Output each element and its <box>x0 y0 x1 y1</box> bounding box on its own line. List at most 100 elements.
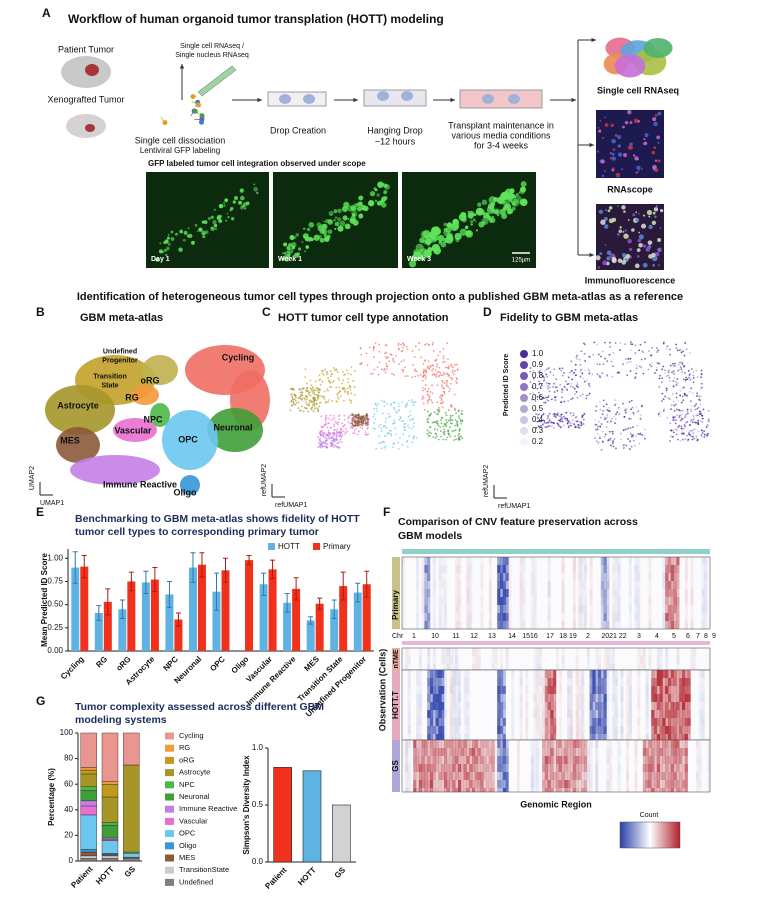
umap-point <box>601 440 604 443</box>
rnascope-signal <box>633 118 639 124</box>
gfp-cell <box>179 229 184 234</box>
umap-point <box>553 426 555 429</box>
umap-point <box>411 401 413 404</box>
heatmap-cell <box>446 664 450 670</box>
y-tick-label: 40 <box>64 805 73 814</box>
umap-point <box>393 373 395 376</box>
umap-point <box>335 436 338 439</box>
umap-point <box>693 428 696 431</box>
heatmap-cell <box>404 788 408 792</box>
heatmap-cell <box>466 726 470 734</box>
heatmap-cell <box>502 613 506 621</box>
heatmap-cell <box>659 788 663 792</box>
umap-point <box>548 385 551 388</box>
heatmap-cell <box>416 756 420 764</box>
gfp-cell <box>422 239 427 244</box>
umap-point <box>664 396 667 398</box>
heatmap-cell <box>480 621 484 629</box>
heatmap-cell <box>589 780 593 788</box>
heatmap-cell <box>620 694 624 702</box>
heatmap-cell <box>438 740 442 748</box>
umap-point <box>292 398 294 401</box>
heatmap-cell <box>682 694 686 702</box>
umap-point <box>536 387 539 390</box>
heatmap-cell <box>500 710 504 718</box>
heatmap-cell <box>648 740 652 748</box>
umap-point <box>678 368 681 371</box>
umap-point <box>689 434 692 437</box>
heatmap-cell <box>533 605 537 613</box>
umap-point <box>437 406 440 409</box>
heatmap-cell <box>477 656 481 664</box>
heatmap-cell <box>452 772 456 780</box>
heatmap-cell <box>497 670 501 678</box>
heatmap-cell <box>665 670 669 678</box>
heatmap-cell <box>598 678 602 686</box>
umap-point <box>596 425 599 428</box>
heatmap-cell <box>480 613 484 621</box>
heatmap-cell <box>497 780 501 788</box>
heatmap-cell <box>472 764 476 772</box>
heatmap-cell <box>444 664 448 670</box>
gfp-cell <box>166 237 170 240</box>
umap-point <box>382 440 385 443</box>
heatmap-cell <box>472 656 476 664</box>
umap-point <box>372 345 375 348</box>
bar <box>283 602 292 651</box>
heatmap-cell <box>474 788 478 792</box>
umap-point <box>606 420 609 423</box>
umap-point <box>688 376 690 379</box>
umap-point <box>438 409 441 412</box>
heatmap-cell <box>539 678 543 686</box>
umap-point <box>440 384 443 387</box>
umap-point <box>667 371 670 374</box>
heatmap-cell <box>494 748 498 756</box>
umap-point <box>333 369 336 372</box>
heatmap-cell <box>567 740 571 748</box>
heatmap-cell <box>575 780 579 788</box>
umap-point <box>323 398 326 401</box>
heatmap-cell <box>432 557 436 565</box>
heatmap-cell <box>690 589 694 597</box>
panel-title: Tumor complexity assessed across differe… <box>75 701 324 713</box>
heatmap-cell <box>533 648 537 656</box>
gfp-cell <box>469 219 474 224</box>
heatmap-cell <box>567 780 571 788</box>
umap-point <box>696 392 699 395</box>
heatmap-cell <box>463 718 467 726</box>
heatmap-cell <box>466 589 470 597</box>
heatmap-cell <box>421 780 425 788</box>
umap-point <box>385 402 388 405</box>
umap-point <box>682 399 685 402</box>
heatmap-cell <box>416 597 420 605</box>
gfp-cell <box>374 188 378 192</box>
umap-point <box>588 356 591 358</box>
row-label: nTME <box>393 649 400 668</box>
umap-point <box>692 421 694 424</box>
heatmap-cell <box>418 678 422 686</box>
heatmap-cell <box>668 772 672 780</box>
heatmap-cell <box>598 648 602 656</box>
chromosome-strip <box>402 641 710 645</box>
gfp-cell <box>498 198 505 205</box>
umap-point <box>630 435 633 438</box>
heatmap-cell <box>463 694 467 702</box>
umap-point <box>397 447 400 450</box>
umap-point <box>454 418 457 421</box>
umap-point <box>686 420 689 423</box>
umap-point <box>549 382 551 385</box>
umap-point <box>461 413 464 415</box>
heatmap-cell <box>536 756 540 764</box>
heatmap-cell <box>547 702 551 710</box>
heatmap-cell <box>500 664 504 670</box>
heatmap-cell <box>502 788 506 792</box>
heatmap-cell <box>444 764 448 772</box>
heatmap-cell <box>682 726 686 734</box>
heatmap-cell <box>544 780 548 788</box>
gfp-cell <box>368 200 375 207</box>
heatmap-cell <box>544 740 548 748</box>
cluster-label: MES <box>60 435 80 445</box>
heatmap-cell <box>525 734 529 740</box>
heatmap-cell <box>486 788 490 792</box>
umap-point <box>594 409 597 412</box>
